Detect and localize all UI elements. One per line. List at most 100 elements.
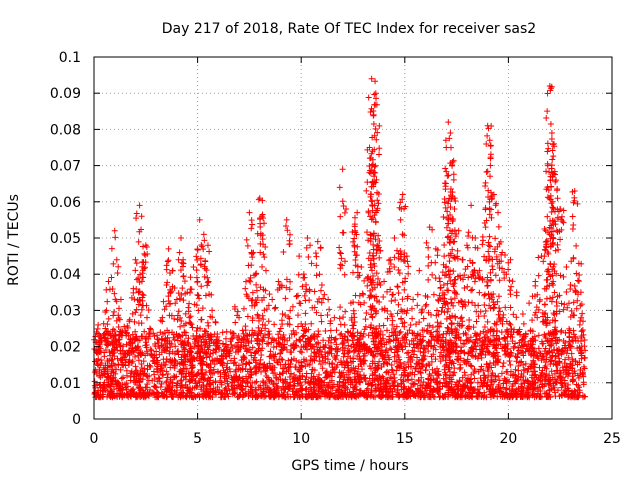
data-point [516, 359, 523, 366]
data-point [306, 361, 313, 368]
data-point [182, 376, 189, 383]
data-point [337, 331, 344, 338]
data-point [548, 342, 555, 349]
data-point [173, 382, 180, 389]
data-point [513, 375, 520, 382]
data-point [520, 362, 527, 369]
data-point [479, 382, 486, 389]
data-point [358, 376, 365, 383]
data-point [164, 374, 171, 381]
data-point [439, 383, 446, 390]
data-point [235, 362, 242, 369]
data-point [240, 336, 247, 343]
data-point [163, 355, 170, 362]
data-point [411, 380, 418, 387]
data-point [271, 369, 278, 376]
data-point [298, 359, 305, 366]
data-point [315, 340, 322, 347]
data-point [206, 353, 213, 360]
data-point [143, 384, 150, 391]
data-point [441, 366, 448, 373]
data-point [248, 352, 255, 359]
data-point [548, 357, 555, 364]
data-point [440, 375, 447, 382]
data-point [267, 362, 274, 369]
data-point [157, 384, 164, 391]
data-point [279, 356, 286, 363]
data-point [457, 361, 464, 368]
data-point [219, 329, 226, 336]
data-point [388, 375, 395, 382]
data-point [434, 378, 441, 385]
data-point [390, 371, 397, 378]
data-point [266, 378, 273, 385]
data-point [146, 362, 153, 369]
data-point [116, 342, 123, 349]
data-point [518, 358, 525, 365]
data-point [349, 379, 356, 386]
data-point [397, 328, 404, 335]
data-point [281, 365, 288, 372]
x-tick-label: 25 [603, 431, 621, 447]
x-tick-label: 15 [396, 431, 414, 447]
data-point [217, 373, 224, 380]
data-point [490, 378, 497, 385]
data-point [552, 393, 559, 400]
data-point [158, 381, 165, 388]
chart-title: Day 217 of 2018, Rate Of TEC Index for r… [162, 21, 536, 37]
data-point [333, 341, 340, 348]
data-point [231, 390, 238, 397]
data-point [503, 385, 510, 392]
data-point [437, 379, 444, 386]
data-point [467, 362, 474, 369]
data-point [426, 362, 433, 369]
data-point [238, 383, 245, 390]
data-point [232, 368, 239, 375]
data-point [332, 336, 339, 343]
data-point [351, 367, 358, 374]
data-point [138, 351, 145, 358]
data-point [398, 380, 405, 387]
data-point [174, 337, 181, 344]
data-point [344, 386, 351, 393]
data-point [252, 350, 259, 357]
data-point [535, 345, 542, 352]
data-point [291, 378, 298, 385]
data-point [579, 370, 586, 377]
data-point [471, 375, 478, 382]
data-point [231, 359, 238, 366]
data-point [130, 378, 137, 385]
data-point [299, 333, 306, 340]
data-point [114, 355, 121, 362]
data-point [328, 334, 335, 341]
x-tick-label: 10 [292, 431, 310, 447]
data-point [125, 350, 132, 357]
data-point [113, 366, 120, 373]
data-point [337, 373, 344, 380]
data-point [332, 356, 339, 363]
data-point [368, 365, 375, 372]
data-point [319, 365, 326, 372]
data-point [474, 379, 481, 386]
data-point [222, 335, 229, 342]
data-point [104, 384, 111, 391]
data-point [216, 386, 223, 393]
data-point [432, 356, 439, 363]
data-point [330, 366, 337, 373]
data-point [171, 362, 178, 369]
data-point [228, 341, 235, 348]
data-point [428, 358, 435, 365]
data-point [141, 328, 148, 335]
data-point [302, 378, 309, 385]
data-point [171, 374, 178, 381]
y-tick-label: 0 [72, 412, 81, 428]
data-point [478, 363, 485, 370]
data-point [151, 383, 158, 390]
data-point [163, 379, 170, 386]
data-point [496, 377, 503, 384]
data-point [561, 360, 568, 367]
x-tick-label: 5 [193, 431, 202, 447]
data-point [498, 329, 505, 336]
data-point [495, 373, 502, 380]
